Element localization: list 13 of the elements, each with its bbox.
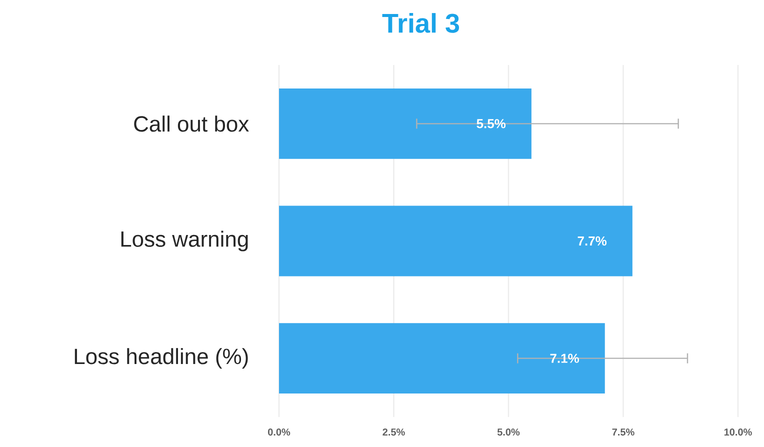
bar [279,323,605,394]
chart-title: Trial 3 [382,13,460,33]
data-label: 7.7% [578,236,607,246]
x-tick-label: 10.0% [724,428,752,436]
x-tick-label: 5.0% [497,428,520,436]
y-tick-label: Loss warning [121,230,248,252]
y-tick-label: Loss headline (%) [74,348,248,369]
y-tick-label: Call out box [134,116,249,132]
bar [279,88,532,159]
x-tick-label: 0.0% [268,428,290,436]
x-tick-label: 7.5% [612,428,634,436]
x-tick-label: 2.5% [382,428,405,436]
bar [279,206,632,276]
